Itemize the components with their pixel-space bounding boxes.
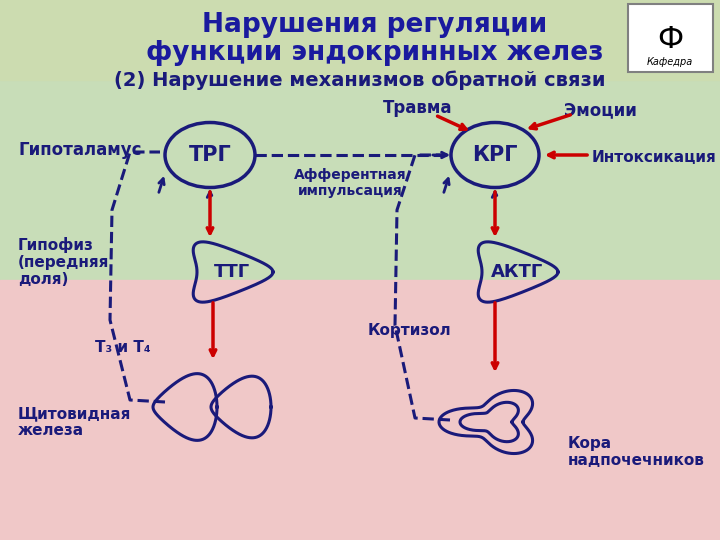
Text: Интоксикация: Интоксикация xyxy=(592,151,716,165)
Text: Т₃ и Т₄: Т₃ и Т₄ xyxy=(95,341,150,355)
Text: функции эндокринных желез: функции эндокринных желез xyxy=(146,40,604,66)
Text: Нарушения регуляции: Нарушения регуляции xyxy=(202,12,548,38)
Text: Афферентная
импульсация: Афферентная импульсация xyxy=(294,168,406,198)
Text: Кафедра: Кафедра xyxy=(647,57,693,67)
Text: Гипофиз
(передняя
доля): Гипофиз (передняя доля) xyxy=(18,237,109,287)
Text: КРГ: КРГ xyxy=(472,145,518,165)
Bar xyxy=(0,0,720,80)
Text: Травма: Травма xyxy=(383,99,453,117)
Text: Эмоции: Эмоции xyxy=(564,101,636,119)
Text: ТРГ: ТРГ xyxy=(189,145,231,165)
Text: ТТГ: ТТГ xyxy=(214,263,250,281)
Text: Гипоталамус: Гипоталамус xyxy=(18,141,142,159)
Text: Кора
надпочечников: Кора надпочечников xyxy=(568,436,705,468)
Text: (2) Нарушение механизмов обратной связи: (2) Нарушение механизмов обратной связи xyxy=(114,70,606,90)
Text: Кортизол: Кортизол xyxy=(368,322,451,338)
Bar xyxy=(0,280,720,540)
Text: Ф: Ф xyxy=(657,25,683,55)
Text: АКТГ: АКТГ xyxy=(491,263,543,281)
Bar xyxy=(628,4,713,72)
Text: Щитовидная
железа: Щитовидная железа xyxy=(18,406,131,438)
